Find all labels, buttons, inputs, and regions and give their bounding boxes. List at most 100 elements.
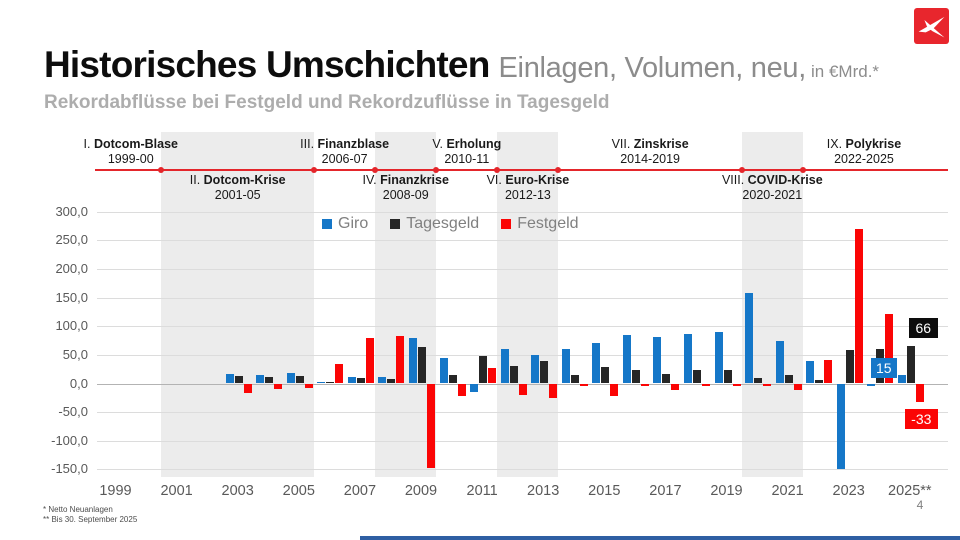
data-label-giro-2025: 15 (870, 357, 897, 378)
bar-giro-2012 (500, 349, 509, 384)
bar-festgeld-2017 (671, 383, 680, 391)
timeline-dot (738, 167, 745, 173)
timeline-dot (311, 167, 318, 173)
legend-item-giro: Giro (322, 215, 368, 233)
bar-festgeld-2008 (396, 335, 405, 384)
bar-tagesgeld-2019 (723, 369, 732, 384)
era-years: 1999-00 (107, 152, 154, 166)
x-axis-label: 2017 (649, 483, 682, 499)
x-axis-label: 2021 (771, 483, 804, 499)
bar-giro-2018 (683, 334, 692, 384)
bar-giro-2024 (867, 383, 876, 386)
page-title-unit: in €Mrd.* (811, 62, 880, 81)
bar-tagesgeld-2017 (662, 373, 671, 384)
bar-festgeld-2013 (549, 383, 558, 398)
footnotes: * Netto Neuanlagen ** Bis 30. September … (43, 505, 137, 524)
bar-tagesgeld-2023 (845, 350, 854, 384)
bar-tagesgeld-2004 (265, 377, 274, 384)
bar-giro-2004 (256, 375, 265, 384)
bar-giro-2016 (622, 335, 631, 384)
x-axis-label: 2011 (466, 483, 498, 499)
x-axis-label: 1999 (99, 483, 132, 499)
x-axis-label: 2005 (282, 483, 315, 499)
page-number: 4 (916, 498, 924, 512)
bar-tagesgeld-2006 (326, 382, 335, 384)
bar-giro-2022 (806, 360, 815, 384)
bar-giro-2020 (745, 293, 754, 384)
timeline-dot (158, 167, 165, 173)
era-label-dotcom-blase: I. Dotcom-Blase 1999-00 (84, 137, 178, 167)
bar-tagesgeld-2016 (631, 370, 640, 384)
era-name: IV. Finanzkrise (362, 173, 449, 187)
legend-label: Festgeld (517, 215, 579, 232)
data-label-festgeld-2025: -33 (904, 409, 938, 430)
bar-giro-2025 (897, 374, 906, 384)
bar-festgeld-2005 (304, 383, 313, 388)
y-axis-label: 250,0 (55, 232, 88, 248)
bar-tagesgeld-2005 (295, 376, 304, 384)
bar-tagesgeld-2018 (692, 369, 701, 384)
timeline-dot (799, 167, 806, 173)
era-years: 2006-07 (321, 152, 368, 166)
era-band-finanzkrise (375, 132, 437, 477)
x-axis-label: 2009 (404, 483, 438, 499)
footer-accent-bar (360, 536, 960, 540)
x-axis-label: 2015 (588, 483, 621, 499)
y-axis-label: 150,0 (55, 289, 88, 305)
bar-festgeld-2004 (274, 383, 283, 389)
timeline-line (95, 169, 948, 171)
x-axis-label: 2019 (710, 483, 743, 499)
x-axis-label: 2003 (221, 483, 254, 499)
bar-festgeld-2020 (763, 383, 772, 387)
bar-tagesgeld-2007 (356, 378, 365, 384)
era-years: 2012-13 (504, 188, 551, 202)
gridline--150 (97, 469, 948, 471)
y-axis-label: -150,0 (51, 461, 88, 477)
bar-festgeld-2024 (885, 314, 894, 384)
gridline-300 (97, 211, 948, 213)
page-title-suffix: Einlagen, Volumen, neu, (498, 52, 807, 84)
bar-festgeld-2025 (915, 383, 924, 403)
bar-giro-2023 (836, 383, 845, 470)
bar-giro-2006 (317, 382, 326, 384)
era-name: IX. Polykrise (826, 137, 902, 151)
bar-giro-2011 (470, 383, 479, 392)
era-name: III. Finanzblase (300, 137, 390, 151)
bar-tagesgeld-2003 (234, 376, 243, 384)
bar-giro-2015 (592, 342, 601, 384)
xtb-logo (914, 8, 949, 44)
era-label-polykrise: IX. Polykrise 2022-2025 (827, 137, 901, 167)
era-label-zinskrise: VII. Zinskrise 2014-2019 (612, 137, 689, 167)
era-label-finanzkrise: IV. Finanzkrise 2008-09 (363, 173, 449, 203)
bar-tagesgeld-2022 (815, 380, 824, 384)
footnote-2: ** Bis 30. September 2025 (43, 514, 138, 524)
footnote-1: * Netto Neuanlagen (43, 505, 113, 514)
xtb-logo-icon (918, 16, 945, 37)
x-axis-label: 2023 (832, 483, 865, 499)
era-years: 2022-2025 (834, 152, 894, 166)
gridline-250 (97, 240, 948, 242)
era-label-finanzblase: III. Finanzblase 2006-07 (300, 137, 389, 167)
bar-festgeld-2018 (701, 383, 710, 386)
bar-giro-2003 (225, 373, 234, 384)
bar-tagesgeld-2015 (601, 367, 610, 384)
bar-giro-2021 (775, 340, 784, 384)
era-label-covid-krise: VIII. COVID-Krise 2020-2021 (722, 173, 823, 203)
era-name: VI. Euro-Krise (486, 173, 570, 187)
gridline-200 (97, 268, 948, 270)
y-axis-label: 300,0 (55, 203, 88, 219)
gridline--50 (97, 412, 948, 414)
legend-item-festgeld: Festgeld (501, 215, 579, 233)
legend-item-tagesgeld: Tagesgeld (390, 215, 479, 233)
bar-tagesgeld-2012 (509, 365, 518, 384)
timeline-dot (372, 167, 379, 173)
era-name: VIII. COVID-Krise (721, 173, 823, 187)
era-name: V. Erholung (432, 137, 502, 151)
bar-tagesgeld-2025 (906, 345, 915, 384)
legend-swatch-tagesgeld (390, 219, 401, 229)
y-axis-label: -50,0 (58, 404, 88, 420)
timeline-dot (494, 167, 501, 173)
bar-tagesgeld-2013 (540, 361, 549, 384)
